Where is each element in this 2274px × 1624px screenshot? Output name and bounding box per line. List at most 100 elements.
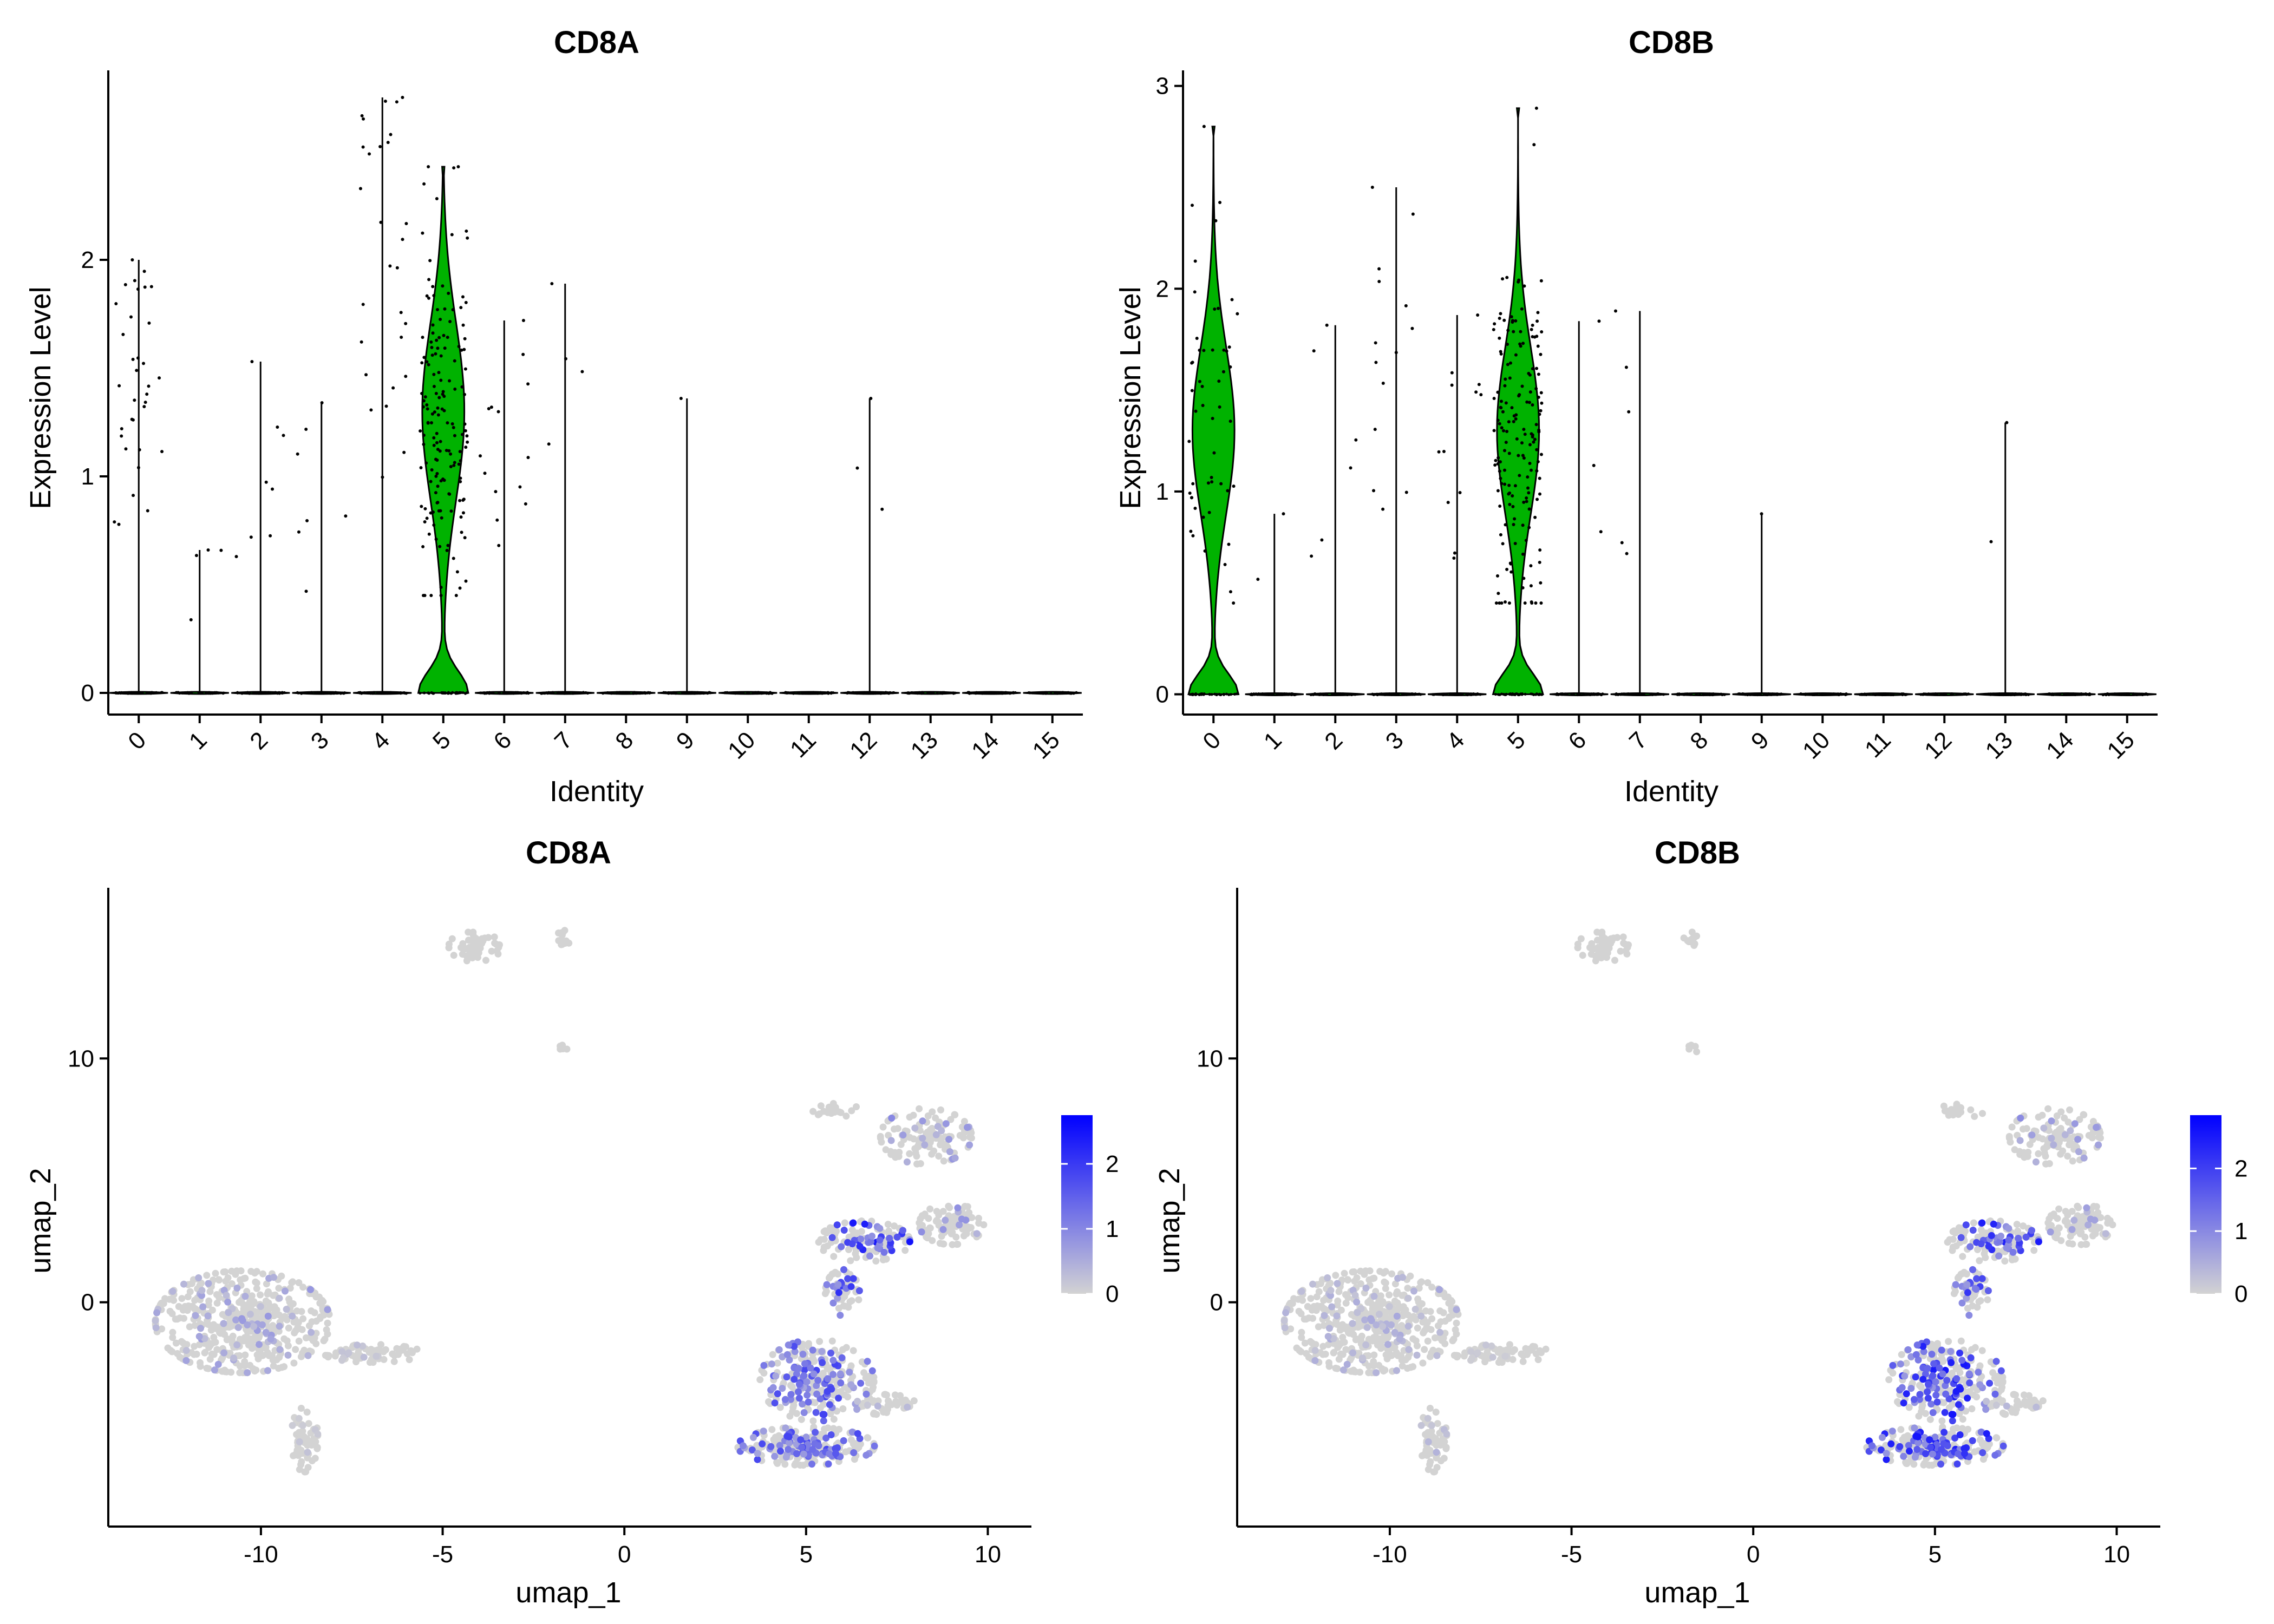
jitter-point xyxy=(1222,348,1226,352)
jitter-point xyxy=(1628,692,1631,696)
cell-point xyxy=(808,1461,815,1468)
jitter-point xyxy=(447,691,450,694)
jitter-point xyxy=(1527,507,1531,511)
jitter-point xyxy=(424,461,428,465)
cell-point xyxy=(840,1227,848,1234)
cell-point xyxy=(1339,1333,1347,1341)
cell-point xyxy=(390,1358,398,1365)
jitter-point xyxy=(452,556,455,560)
jitter-point xyxy=(1190,389,1194,392)
jitter-point xyxy=(148,691,152,695)
cell-point xyxy=(813,1382,820,1390)
jitter-point xyxy=(1225,692,1228,696)
jitter-point xyxy=(304,428,308,431)
jitter-point xyxy=(1808,692,1812,696)
jitter-point xyxy=(1753,693,1756,696)
jitter-point xyxy=(580,370,584,374)
jitter-point xyxy=(548,691,552,695)
jitter-point xyxy=(453,461,456,464)
y-tick-label: 0 xyxy=(1210,1289,1223,1316)
cell-point xyxy=(245,1337,252,1344)
jitter-point xyxy=(1206,481,1210,485)
jitter-point xyxy=(565,691,568,695)
cell-point xyxy=(842,1344,850,1351)
jitter-point xyxy=(276,425,279,429)
cell-point xyxy=(783,1373,790,1381)
x-tick-label-1: 1 xyxy=(184,726,212,755)
jitter-point xyxy=(1513,693,1516,696)
jitter-point xyxy=(1054,692,1057,695)
cell-point xyxy=(820,1108,827,1115)
cell-point xyxy=(244,1304,252,1311)
cell-point xyxy=(195,1333,203,1340)
cell-point xyxy=(893,1233,901,1241)
jitter-point xyxy=(1688,693,1692,696)
cell-point xyxy=(862,1451,870,1459)
jitter-point xyxy=(1219,482,1223,486)
x-tick-label: 5 xyxy=(1929,1541,1942,1568)
cell-point xyxy=(160,1300,167,1307)
jitter-point xyxy=(930,692,933,695)
cell-point xyxy=(924,1112,932,1119)
y-tick-label: 0 xyxy=(81,680,94,706)
jitter-point xyxy=(432,372,436,376)
jitter-point xyxy=(1530,468,1533,472)
cell-point xyxy=(795,1388,802,1396)
jitter-point xyxy=(1191,482,1195,486)
x-tick-label-6: 6 xyxy=(1563,726,1591,755)
cell-point xyxy=(880,1409,887,1416)
jitter-point xyxy=(124,447,128,451)
y-tick-label: 2 xyxy=(1156,276,1169,302)
cell-point xyxy=(265,1352,273,1359)
jitter-point xyxy=(149,285,153,289)
jitter-point xyxy=(1498,422,1501,425)
jitter-point xyxy=(547,442,551,446)
jitter-point xyxy=(1211,417,1214,421)
cell-point xyxy=(807,1364,814,1372)
cell-point xyxy=(809,1417,817,1425)
cell-point xyxy=(1299,1296,1306,1304)
jitter-point xyxy=(726,691,729,694)
cell-point xyxy=(324,1306,331,1313)
jitter-point xyxy=(305,519,309,522)
cell-point xyxy=(294,1324,302,1331)
jitter-point xyxy=(1535,469,1539,473)
jitter-point xyxy=(369,408,373,412)
jitter-point xyxy=(604,691,607,695)
x-tick-label-14: 14 xyxy=(966,726,1004,764)
jitter-point xyxy=(1036,691,1039,695)
jitter-point xyxy=(1437,450,1441,454)
cell-point xyxy=(280,1363,288,1371)
jitter-point xyxy=(524,502,527,506)
cell-point xyxy=(951,1154,959,1162)
jitter-point xyxy=(1522,577,1526,580)
jitter-point xyxy=(449,692,453,695)
jitter-point xyxy=(601,692,605,695)
jitter-point xyxy=(1695,693,1698,696)
x-tick-label-11: 11 xyxy=(1860,726,1896,763)
cell-point xyxy=(966,1134,973,1141)
jitter-point xyxy=(1508,502,1512,506)
cell-point xyxy=(815,1442,822,1450)
jitter-point xyxy=(420,361,424,365)
jitter-point xyxy=(314,691,317,695)
jitter-point xyxy=(997,691,1001,695)
jitter-point xyxy=(249,535,253,539)
cell-point xyxy=(926,1205,934,1213)
x-tick-label-14: 14 xyxy=(2041,726,2079,764)
jitter-point xyxy=(883,691,886,695)
cell-point xyxy=(862,1390,870,1398)
cell-point xyxy=(1384,1334,1391,1341)
jitter-point xyxy=(1838,693,1841,696)
jitter-point xyxy=(1520,307,1524,311)
x-tick-label-0: 0 xyxy=(123,726,151,755)
cell-point xyxy=(2083,1241,2090,1248)
jitter-point xyxy=(522,691,526,695)
jitter-point xyxy=(458,586,462,590)
jitter-point xyxy=(447,449,451,453)
jitter-point xyxy=(1597,319,1601,323)
jitter-point xyxy=(395,100,398,104)
jitter-point xyxy=(425,403,429,407)
cell-point xyxy=(1945,1338,1952,1345)
cell-point xyxy=(169,1288,177,1295)
